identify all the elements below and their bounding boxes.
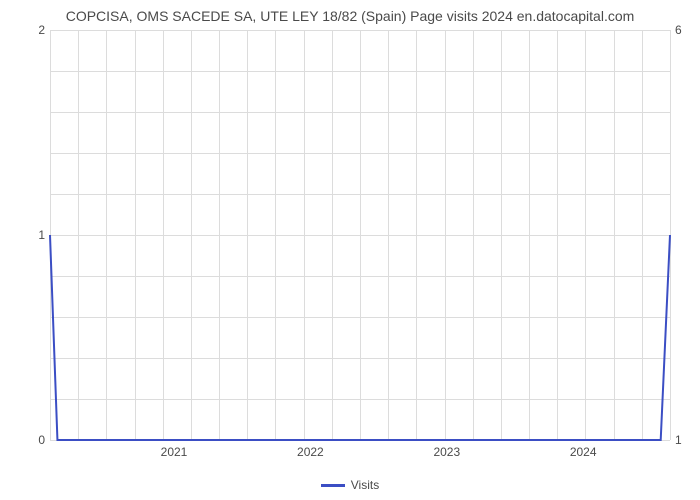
legend-swatch bbox=[321, 484, 345, 487]
chart-title: COPCISA, OMS SACEDE SA, UTE LEY 18/82 (S… bbox=[0, 8, 700, 24]
chart-plot-area: 012 16 2021202220232024 bbox=[50, 30, 670, 440]
legend: Visits bbox=[0, 478, 700, 492]
line-series bbox=[50, 30, 670, 440]
legend-label: Visits bbox=[351, 478, 379, 492]
